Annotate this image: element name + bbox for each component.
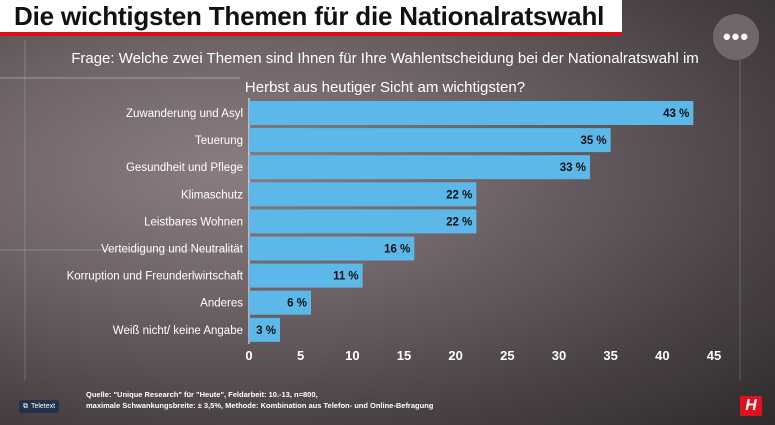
x-tick-label: 35 xyxy=(603,348,617,363)
question-line-1: Frage: Welche zwei Themen sind Ihnen für… xyxy=(71,50,699,67)
value-label: 6 % xyxy=(287,298,307,310)
category-label: Korruption und Freunderlwirtschaft xyxy=(67,271,244,283)
teletext-button[interactable]: ⧉ Teletext xyxy=(19,400,59,413)
x-tick-label: 20 xyxy=(448,348,462,363)
category-label: Verteidigung und Neutralität xyxy=(101,244,244,256)
bar xyxy=(249,290,311,315)
bar-chart: Zuwanderung und Asyl 43 % Teuerung 35 % Gesu… xyxy=(67,101,721,363)
x-tick-label: 45 xyxy=(707,348,721,363)
x-tick-label: 30 xyxy=(552,348,566,363)
x-tick-label: 40 xyxy=(655,348,669,363)
x-tick-label: 15 xyxy=(397,348,411,363)
category-label: Anderes xyxy=(200,298,243,310)
source-line-2: maximale Schwankungsbreite: ± 3,5%, Meth… xyxy=(86,401,434,410)
bar xyxy=(249,317,280,342)
brand-logo: H xyxy=(740,396,762,416)
teletext-label: Teletext xyxy=(30,403,56,410)
category-label: Klimaschutz xyxy=(181,189,243,201)
value-label: 11 % xyxy=(333,271,359,283)
value-label: 33 % xyxy=(560,162,586,174)
more-options-button[interactable]: ••• xyxy=(713,14,759,60)
category-label: Zuwanderung und Asyl xyxy=(126,108,243,120)
bar xyxy=(249,209,477,234)
title-bar: Die wichtigsten Themen für die Nationalr… xyxy=(0,0,622,36)
page-title: Die wichtigsten Themen für die Nationalr… xyxy=(14,1,605,31)
x-tick-label: 10 xyxy=(345,348,359,363)
value-label: 43 % xyxy=(663,108,689,120)
question-line-2: Herbst aus heutiger Sicht am wichtigsten… xyxy=(244,79,526,96)
category-label: Weiß nicht/ keine Angabe xyxy=(113,325,243,337)
bar xyxy=(249,155,590,180)
value-label: 22 % xyxy=(446,216,472,228)
value-label: 35 % xyxy=(580,135,606,147)
source-note: Quelle: "Unique Research" für "Heute", F… xyxy=(86,389,433,411)
category-label: Teuerung xyxy=(195,135,243,147)
bar xyxy=(249,182,477,207)
bar xyxy=(249,236,415,261)
teletext-icon: ⧉ xyxy=(22,402,28,410)
category-label: Leistbares Wohnen xyxy=(144,216,243,228)
category-label: Gesundheit und Pflege xyxy=(126,162,243,174)
bar xyxy=(249,101,694,125)
value-label: 16 % xyxy=(384,244,410,256)
value-label: 22 % xyxy=(446,189,472,201)
bar xyxy=(249,263,363,288)
value-label: 3 % xyxy=(256,325,276,337)
chart-question: Frage: Welche zwei Themen sind Ihnen für… xyxy=(40,44,730,102)
source-line-1: Quelle: "Unique Research" für "Heute", F… xyxy=(86,390,318,399)
x-tick-label: 25 xyxy=(500,348,514,363)
bar xyxy=(249,128,611,153)
x-tick-label: 0 xyxy=(245,348,252,363)
x-tick-label: 5 xyxy=(297,348,304,363)
